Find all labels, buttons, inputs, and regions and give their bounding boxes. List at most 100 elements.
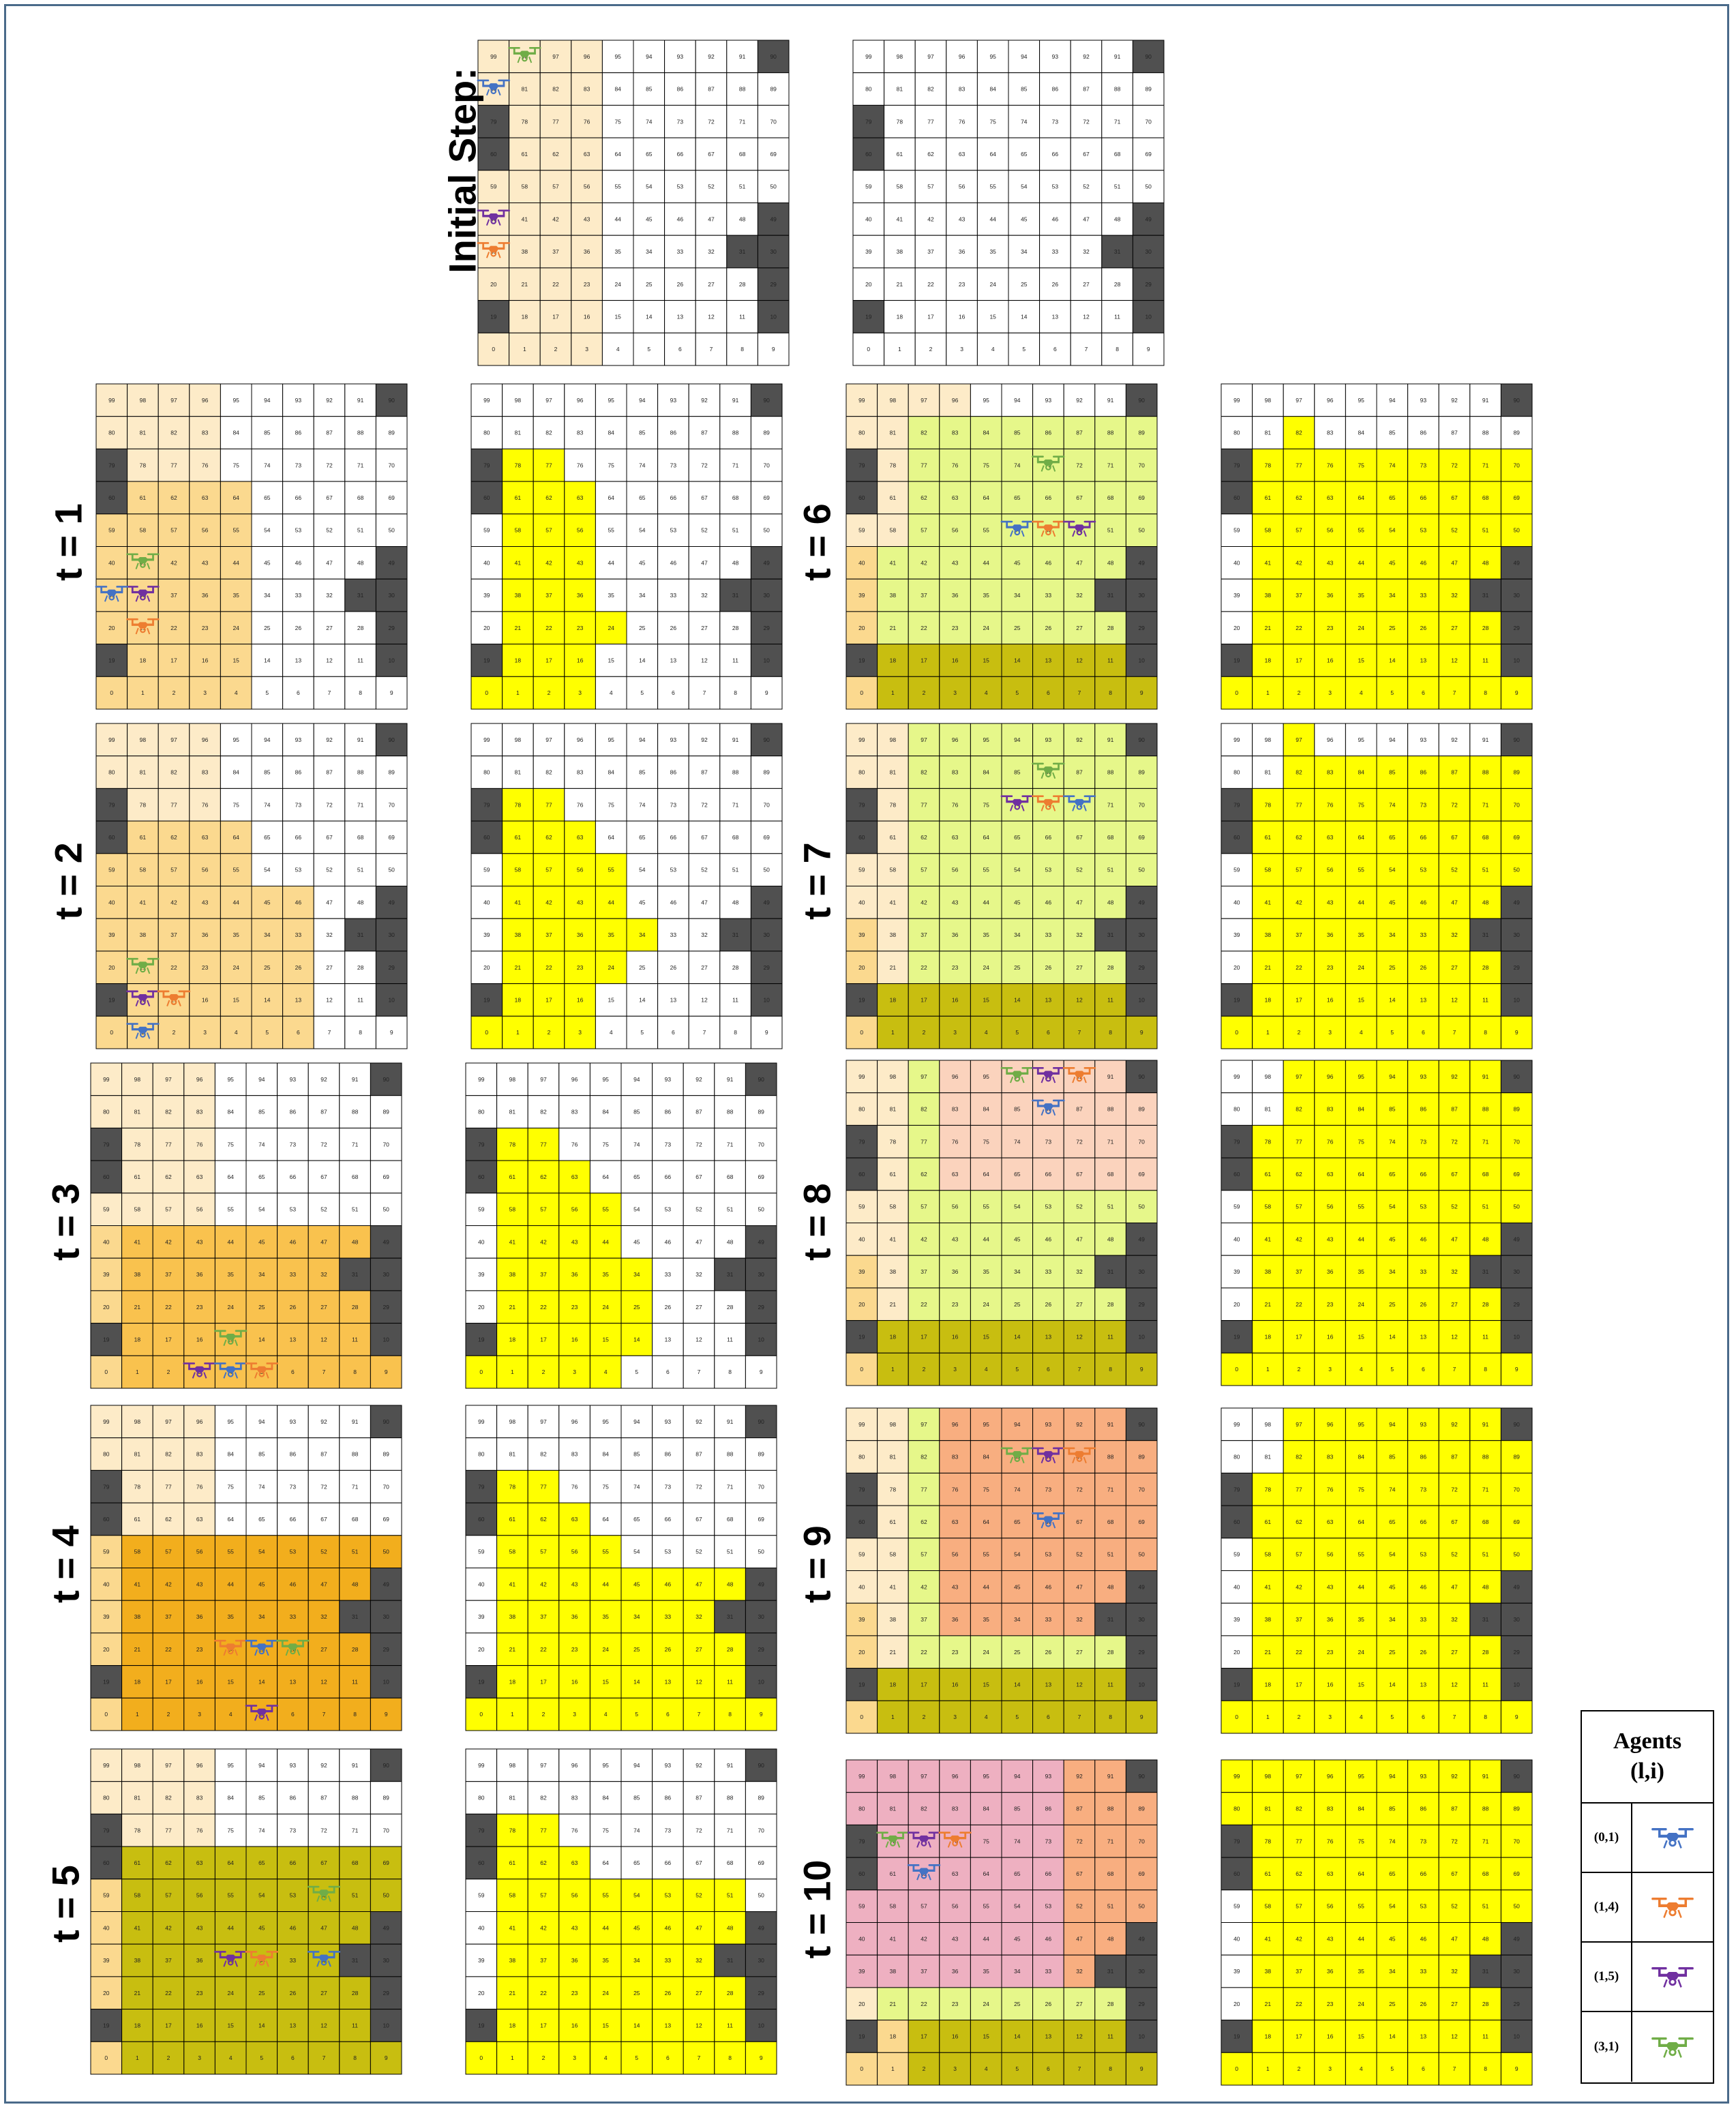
grid-cell	[558, 1355, 590, 1389]
grid-cell	[688, 383, 721, 417]
grid-cell	[183, 2041, 215, 2075]
grid-cell	[539, 267, 572, 301]
grid-cell	[1063, 820, 1096, 854]
cell-number: 39	[103, 1271, 110, 1278]
cell-number: 79	[478, 1827, 485, 1834]
cell-number: 4	[229, 1711, 233, 1718]
grid-cell	[688, 918, 721, 952]
grid-cell	[946, 300, 978, 333]
grid-cell	[1070, 203, 1103, 236]
cell-number: 79	[478, 1141, 485, 1148]
cell-number: 59	[858, 1203, 865, 1210]
grid-cell	[1345, 1570, 1377, 1604]
cell-number: 87	[326, 769, 333, 776]
grid-cell	[657, 951, 689, 985]
cell-number: 95	[614, 53, 621, 60]
cell-number: 3	[573, 1368, 576, 1375]
grid-cell	[1032, 1759, 1064, 1793]
grid-cell	[970, 756, 1002, 789]
cell-number: 82	[921, 430, 927, 436]
cell-number: 15	[983, 996, 989, 1003]
cell-number: 79	[858, 1486, 865, 1493]
grid-cell	[852, 235, 885, 269]
grid-cell	[1500, 1538, 1533, 1572]
cell-number: 68	[1107, 834, 1114, 841]
cell-number: 20	[1233, 1649, 1240, 1656]
cell-number: 54	[633, 1549, 640, 1555]
cell-number: 1	[136, 2054, 139, 2061]
grid-cell	[470, 886, 503, 919]
cell-number: 92	[1076, 736, 1083, 743]
cell-number: 12	[320, 2022, 327, 2029]
grid-cell	[589, 1257, 622, 1291]
cell-number: 56	[1327, 867, 1334, 873]
grid-cell	[652, 1781, 684, 1814]
grid-cell	[527, 1781, 560, 1814]
grid-cell	[1252, 1223, 1284, 1256]
drone-icon	[126, 957, 160, 974]
cell-number: 11	[352, 2022, 358, 2029]
cell-number: 21	[134, 1646, 141, 1653]
cell-number: 92	[695, 1762, 702, 1769]
grid-cell	[908, 788, 940, 822]
cell-number: 94	[639, 736, 646, 743]
cell-number: 7	[1078, 689, 1081, 696]
grid-cell	[375, 676, 408, 710]
grid-cell	[1252, 611, 1284, 645]
cell-number: 54	[639, 527, 646, 534]
cell-number: 89	[758, 1451, 764, 1458]
obstacle-cell	[1221, 644, 1253, 677]
grid-cell	[714, 1879, 746, 1913]
figure-frame	[4, 4, 1729, 2104]
grid-cell	[1376, 1635, 1409, 1669]
grid-cell	[465, 1943, 498, 1977]
grid-cell	[1001, 546, 1034, 580]
cell-number: 86	[1045, 1806, 1052, 1812]
grid-cell	[1063, 481, 1096, 515]
grid-cell	[313, 546, 346, 580]
cell-number: 29	[763, 625, 770, 631]
cell-number: 25	[264, 964, 271, 971]
cell-number: 30	[1138, 1616, 1145, 1623]
cell-number: 45	[1014, 899, 1021, 906]
grid-cell	[214, 1781, 247, 1814]
cell-number: 71	[1482, 1486, 1489, 1493]
cell-number: 67	[1451, 1870, 1458, 1877]
cell-number: 18	[1265, 996, 1272, 1003]
cell-number: 20	[478, 1646, 485, 1653]
cell-number: 47	[1083, 215, 1090, 222]
cell-number: 47	[320, 1924, 327, 1931]
grid-cell	[1063, 1922, 1096, 1956]
cell-number: 35	[1358, 931, 1364, 938]
cell-number: 29	[383, 1646, 389, 1653]
grid-cell	[1314, 1922, 1346, 1956]
cell-number: 90	[383, 1762, 389, 1769]
cell-number: 15	[227, 2022, 234, 2029]
grid-cell	[1252, 1124, 1284, 1158]
cell-number: 56	[571, 1892, 578, 1899]
cell-number: 48	[1482, 1236, 1489, 1242]
cell-number: 87	[320, 1451, 327, 1458]
grid-cell	[308, 1813, 340, 1847]
grid-cell	[1094, 448, 1126, 482]
cell-number: 87	[320, 1109, 327, 1116]
grid-cell	[1345, 1190, 1377, 1224]
cell-number: 36	[1327, 592, 1334, 599]
cell-number: 39	[858, 1616, 865, 1623]
cell-number: 93	[290, 1076, 297, 1083]
cell-number: 15	[983, 2033, 989, 2039]
cell-number: 53	[1420, 1551, 1427, 1558]
grid-cell	[1252, 1287, 1284, 1321]
cell-number: 78	[140, 801, 147, 808]
grid-cell	[1283, 1320, 1315, 1353]
grid-cell	[652, 2009, 684, 2042]
cell-number: 91	[352, 1076, 359, 1083]
cell-number: 99	[108, 736, 115, 743]
grid-cell	[90, 2041, 123, 2075]
obstacle-cell	[1125, 546, 1158, 580]
obstacle-cell	[745, 1600, 777, 1634]
cell-number: 11	[1482, 1681, 1488, 1688]
obstacle-cell	[1132, 40, 1165, 74]
grid-cell	[1407, 2020, 1439, 2053]
grid-cell	[908, 723, 940, 757]
